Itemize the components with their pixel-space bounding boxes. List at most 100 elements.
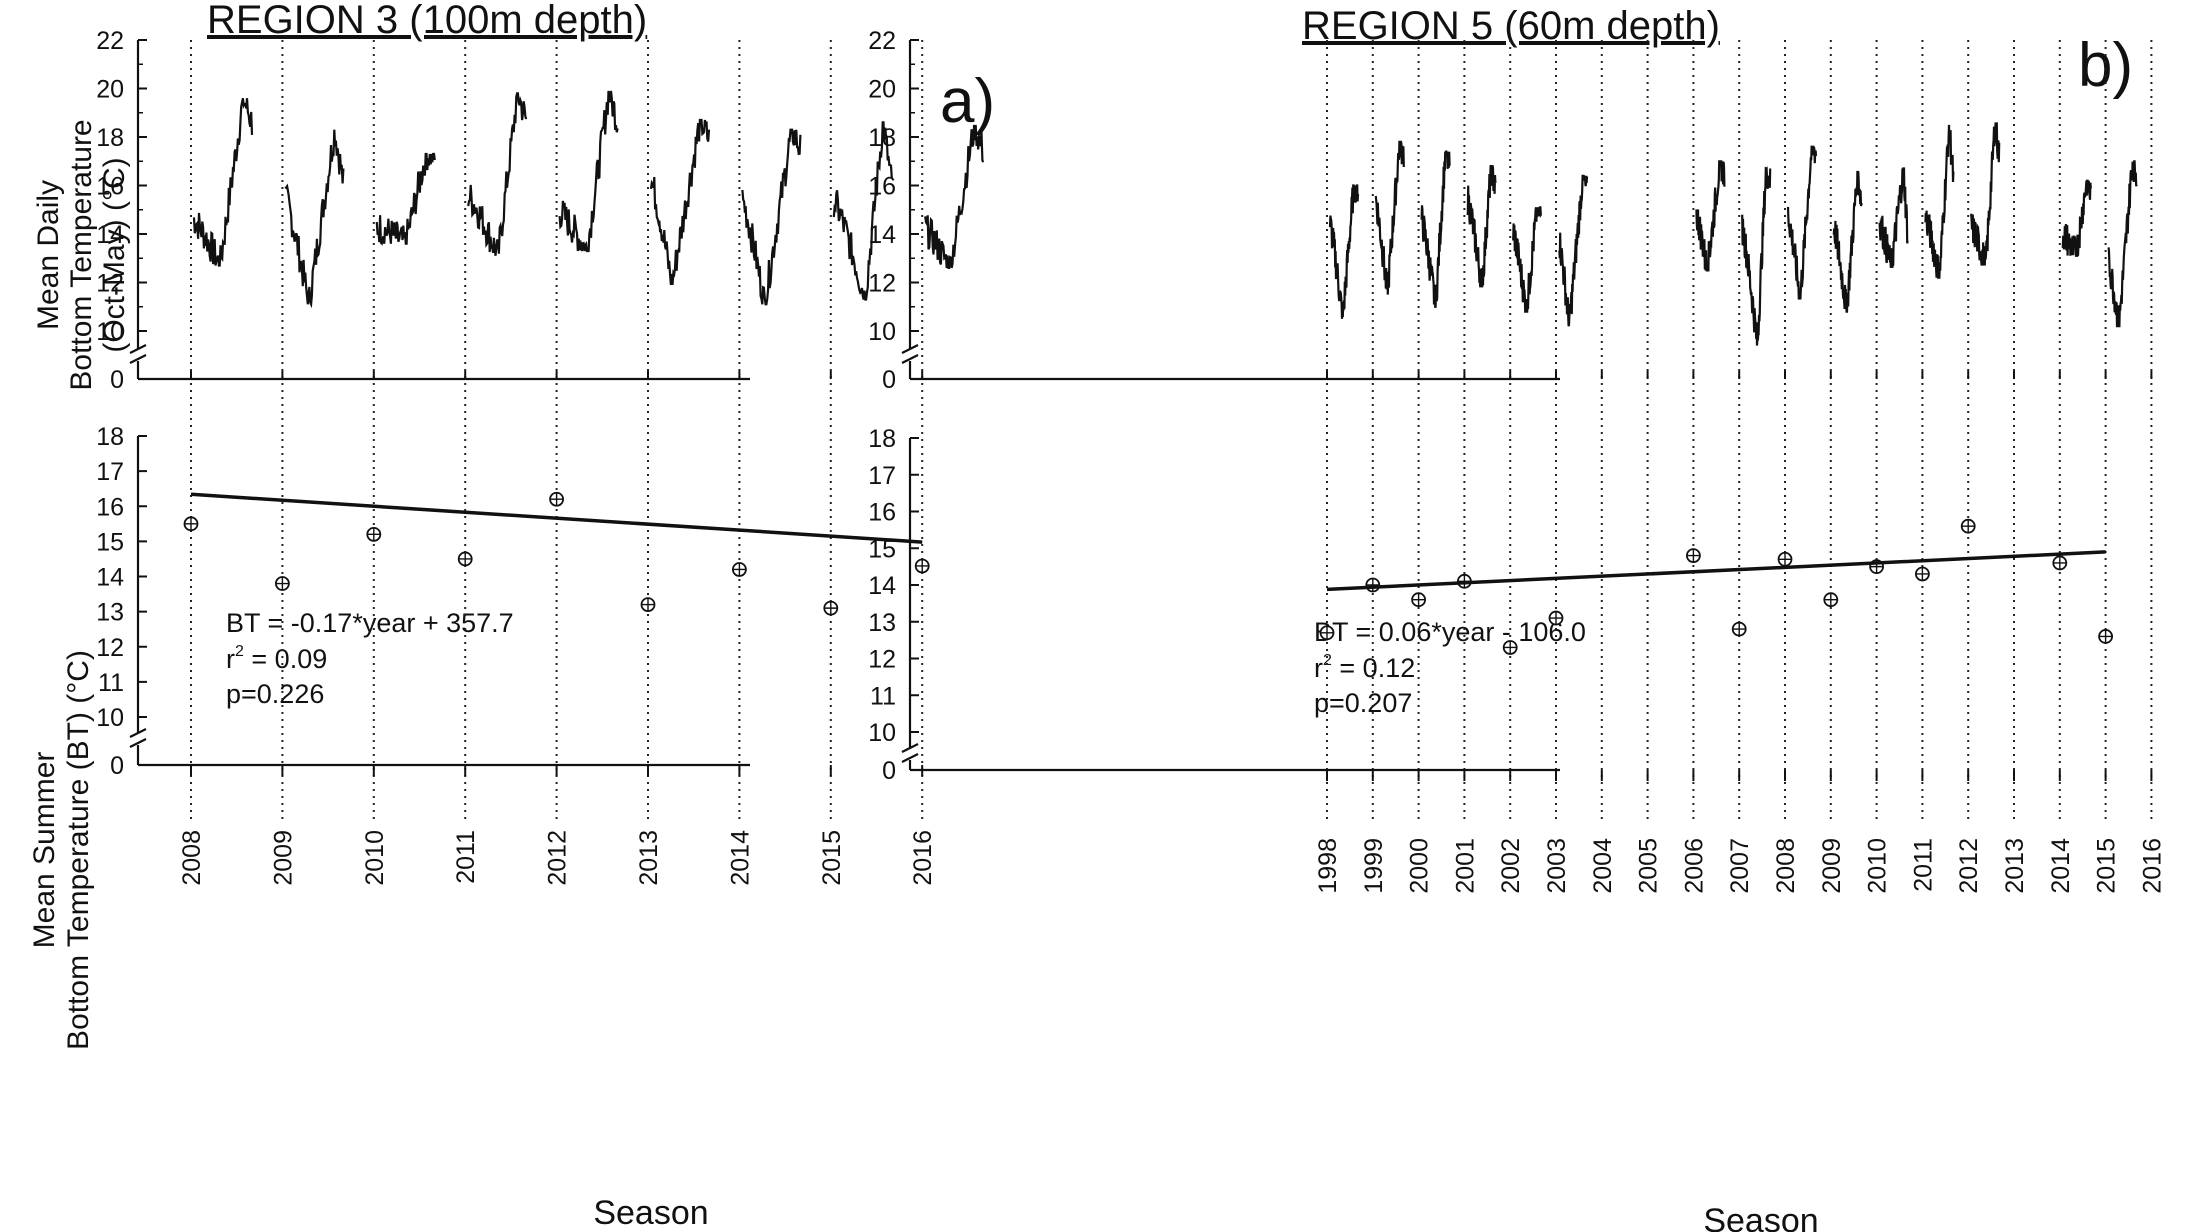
r5-data-point-cross <box>1733 623 1746 636</box>
region5-r2: r2 = 0.12 <box>1314 652 1415 683</box>
region5-r2-sup: 2 <box>1323 652 1332 669</box>
region3-p: p=0.226 <box>226 679 324 709</box>
r5-season-trace-2014 <box>2061 179 2092 257</box>
r3-data-point-cross <box>459 552 472 565</box>
region3-r2-prefix: r <box>226 644 235 674</box>
r3-top-ytick-label: 14 <box>96 221 124 249</box>
r5-bot-axis-break <box>901 743 919 763</box>
r5-data-point-cross <box>1321 626 1333 639</box>
r5-bot-ytick-label: 18 <box>868 425 896 453</box>
r5-season-trace-1999 <box>1374 140 1405 295</box>
r5-top-ytick-label: 12 <box>868 270 896 298</box>
r5-season-trace-2011 <box>1924 124 1955 279</box>
r5-bot-ytick-label: 13 <box>868 609 896 637</box>
r5-season-trace-2006 <box>1695 160 1726 272</box>
r5-xtick-label: 2004 <box>1589 838 1617 894</box>
r3-xtick-label: 2016 <box>909 830 937 886</box>
r3-data-point-cross <box>824 602 837 615</box>
r3-season-trace-2010 <box>375 152 436 246</box>
r5-xtick-label: 2012 <box>1955 838 1983 894</box>
r5-top-ytick-label: 0 <box>882 366 896 394</box>
r3-season-trace-2016 <box>924 124 985 269</box>
region3-equation: BT = -0.17*year + 357.7 <box>226 608 514 638</box>
r5-data-point-cross <box>1504 641 1517 654</box>
r3-top-ytick-label: 18 <box>96 124 124 152</box>
top-ylabel-line3: (Oct-May) (°C) <box>98 157 131 352</box>
r3-bot-ytick-label: 12 <box>96 634 124 662</box>
r3-xtick-label: 2011 <box>452 830 480 884</box>
r5-xtick-label: 2006 <box>1680 838 1708 894</box>
r3-xtick-label: 2015 <box>818 830 846 886</box>
r5-xtick-label: 2005 <box>1635 838 1663 894</box>
r5-xtick-label: 2016 <box>2138 838 2166 894</box>
r3-season-trace-2013 <box>649 118 711 285</box>
r5-bot-ytick-label: 17 <box>868 462 896 490</box>
region3-r2-sup: 2 <box>235 643 244 660</box>
r3-season-trace-2009 <box>284 129 345 309</box>
r3-data-point-cross <box>916 559 929 572</box>
top-ylabel-line2: Bottom Temperature <box>65 119 98 390</box>
r5-data-point-cross <box>1962 520 1975 533</box>
r3-data-point-cross <box>185 517 197 530</box>
r5-data-point-cross <box>1687 549 1700 562</box>
region3-title: REGION 3 (100m depth) <box>207 0 647 42</box>
r5-season-trace-2002 <box>1512 206 1543 313</box>
bottom-ylabel-line1: Mean Summer <box>28 752 61 949</box>
r5-xtick-label: 2015 <box>2093 838 2121 894</box>
r3-bot-ytick-label: 18 <box>96 423 124 451</box>
region5-xlabel: Season <box>1703 1202 1818 1232</box>
r3-regression-line <box>190 492 923 544</box>
panel-label-b: b) <box>2078 31 2133 100</box>
r5-season-trace-1998 <box>1328 184 1360 319</box>
r5-xtick-label: 2014 <box>2047 838 2075 894</box>
r3-bot-ytick-label: 10 <box>96 704 124 732</box>
r3-top-ytick-label: 10 <box>96 318 124 346</box>
r5-regression-line <box>1326 550 2106 592</box>
r3-xtick-label: 2008 <box>178 830 206 886</box>
r5-xtick-label: 2011 <box>1909 838 1937 892</box>
r3-xtick-label: 2010 <box>361 830 389 886</box>
r3-top-ytick-label: 22 <box>96 27 124 55</box>
top-ylabel-line1: Mean Daily <box>32 180 65 330</box>
r3-xtick-label: 2009 <box>269 830 297 886</box>
r5-season-trace-2003 <box>1558 174 1589 327</box>
r3-data-point-cross <box>550 493 563 506</box>
r5-bot-ytick-label: 12 <box>868 646 896 674</box>
r3-data-point-cross <box>367 528 380 541</box>
r5-top-axis-break <box>901 344 919 364</box>
r5-season-trace-2015 <box>2107 160 2138 328</box>
r5-data-point-cross <box>2053 556 2066 569</box>
r3-season-trace-2014 <box>741 128 802 306</box>
r3-bot-ytick-label: 17 <box>96 458 124 486</box>
r3-season-trace-2011 <box>467 92 528 256</box>
r5-data-point-cross <box>1366 579 1379 591</box>
r5-bot-ytick-label: 16 <box>868 499 896 527</box>
r3-xtick-label: 2013 <box>635 830 663 886</box>
region5-equation: BT = 0.06*year - 106.0 <box>1314 617 1586 647</box>
r5-xtick-label: 2002 <box>1497 838 1525 894</box>
r3-bot-ytick-label: 11 <box>98 669 124 697</box>
r5-data-point-cross <box>1550 612 1562 625</box>
r3-data-point-cross <box>276 577 289 590</box>
panel-label-a: a) <box>940 67 995 136</box>
region5-r2-prefix: r <box>1314 653 1323 683</box>
bottom-ylabel-line2: Bottom Temperature (BT) (°C) <box>62 650 95 1050</box>
r3-top-ytick-label: 16 <box>96 173 124 201</box>
r3-data-point-cross <box>733 563 746 576</box>
r5-bot-ytick-label: 15 <box>868 535 896 563</box>
r5-top-ytick-label: 14 <box>868 221 896 249</box>
r5-xtick-label: 2003 <box>1543 838 1571 894</box>
r5-bot-ytick-label: 0 <box>882 757 896 785</box>
r5-top-ytick-label: 16 <box>868 173 896 201</box>
r5-xtick-label: 2008 <box>1772 838 1800 894</box>
r5-data-point-cross <box>1779 553 1791 566</box>
r3-top-ytick-label: 12 <box>96 270 124 298</box>
r3-xtick-label: 2014 <box>726 830 754 886</box>
r5-xtick-label: 2000 <box>1406 838 1434 894</box>
r5-top-ytick-label: 20 <box>868 76 896 104</box>
r5-xtick-label: 1999 <box>1360 838 1388 894</box>
r3-bot-ytick-label: 14 <box>96 564 124 592</box>
r5-season-trace-2009 <box>1832 170 1863 313</box>
r3-top-ytick-label: 20 <box>96 76 124 104</box>
